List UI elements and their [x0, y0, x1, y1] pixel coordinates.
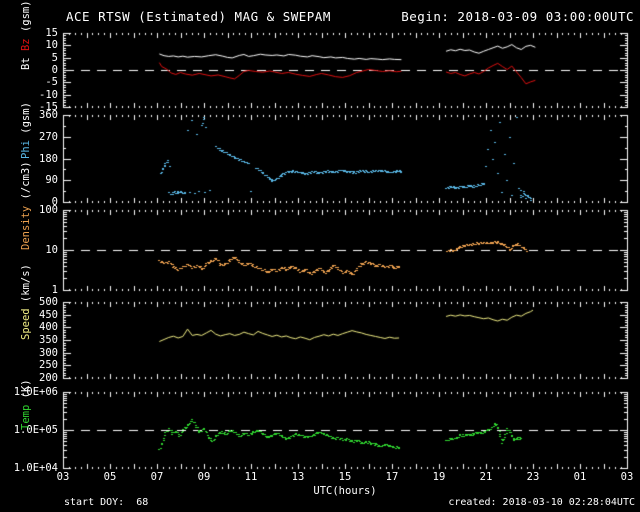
y-tick-label: 300 [39, 347, 58, 359]
x-tick-label: 03 [620, 471, 634, 483]
x-tick-label: 07 [150, 471, 164, 483]
x-tick-label: 23 [526, 471, 540, 483]
x-tick-label: 05 [103, 471, 117, 483]
y-tick-label: 1 [51, 284, 58, 296]
y-tick-label: 200 [39, 372, 58, 384]
y-tick-label: -15 [39, 101, 58, 113]
y-tick-label: -10 [39, 89, 58, 101]
y-tick-label: 0 [51, 196, 58, 208]
x-tick-label: 01 [573, 471, 587, 483]
y-tick-label: 5 [51, 52, 58, 64]
y-tick-label: 100 [39, 204, 58, 216]
x-tick-label: 13 [291, 471, 305, 483]
y-tick-label: 450 [39, 309, 58, 321]
y-tick-label: 360 [39, 109, 58, 121]
start-doy-label: start DOY: 68 [64, 497, 149, 508]
x-tick-label: 15 [338, 471, 352, 483]
y-tick-label: -5 [45, 76, 58, 88]
begin-timestamp: Begin: 2018-03-09 03:00:00UTC [401, 9, 634, 24]
x-tick-label: 21 [479, 471, 493, 483]
y-tick-label: 15 [45, 27, 58, 39]
y-tick-label: 0 [51, 64, 58, 76]
y-tick-label: 1.0E+04 [13, 462, 58, 474]
x-axis-title: UTC(hours) [313, 485, 377, 497]
y-tick-label: 90 [45, 174, 58, 186]
y-tick-label: 10 [45, 244, 58, 256]
y-tick-label: 400 [39, 321, 58, 333]
x-tick-label: 17 [385, 471, 399, 483]
y-tick-label: 1.0E+06 [13, 386, 58, 398]
page-title: ACE RTSW (Estimated) MAG & SWEPAM [66, 9, 331, 24]
x-tick-label: 09 [197, 471, 211, 483]
created-timestamp: created: 2018-03-10 02:28:04UTC [448, 497, 635, 508]
y-tick-label: 270 [39, 131, 58, 143]
y-tick-label: 250 [39, 359, 58, 371]
x-tick-label: 19 [432, 471, 446, 483]
y-tick-label: 500 [39, 296, 58, 308]
y-tick-label: 10 [45, 39, 58, 51]
y-tick-label: 350 [39, 334, 58, 346]
y-tick-label: 1.0E+05 [13, 424, 58, 436]
x-tick-label: 03 [56, 471, 70, 483]
x-tick-label: 11 [244, 471, 258, 483]
y-tick-label: 180 [39, 153, 58, 165]
